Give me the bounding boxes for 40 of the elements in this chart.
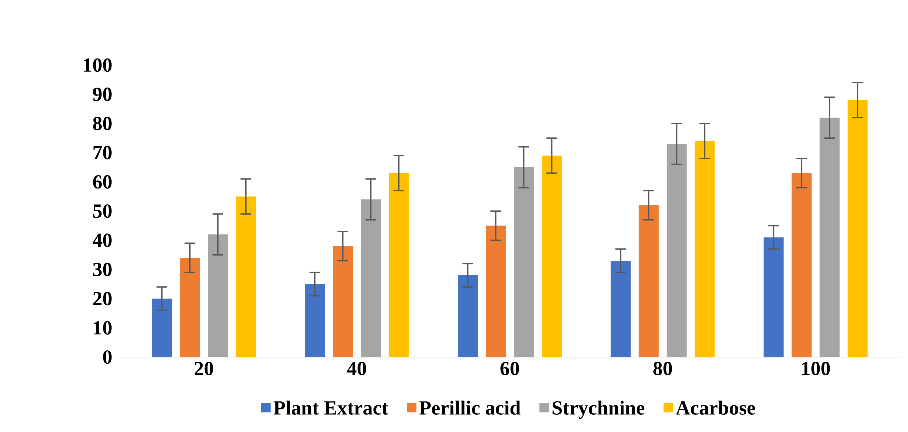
bar (180, 258, 200, 358)
bar (610, 260, 631, 358)
legend-label: Strychnine (552, 400, 645, 420)
legend-label: Plant Extract (274, 400, 388, 415)
bar (389, 173, 410, 358)
x-tick-label: 20 (194, 362, 214, 376)
bar (486, 226, 506, 358)
bar (694, 141, 715, 358)
y-tick-label: 20 (93, 292, 112, 306)
y-tick-label: 90 (93, 88, 112, 102)
bar (152, 298, 172, 358)
y-tick-label: 30 (93, 262, 112, 276)
legend-label: Perillic acid (420, 400, 521, 415)
bar (514, 168, 534, 358)
legend-label: Acarbose (676, 400, 756, 415)
bar (236, 196, 256, 358)
y-tick-label: 80 (93, 116, 112, 130)
x-tick-label: 40 (347, 362, 366, 376)
bar (666, 144, 687, 358)
bar (305, 284, 326, 358)
bar (792, 173, 812, 358)
x-tick-label: 80 (654, 362, 672, 376)
y-tick-label: 40 (92, 234, 112, 248)
bar (848, 100, 868, 358)
y-tick-label: 10 (94, 321, 112, 335)
x-tick-label: 60 (500, 362, 520, 376)
y-tick-label: 100 (84, 58, 112, 72)
y-tick-label: 50 (93, 204, 112, 218)
bar (542, 156, 562, 358)
bar (820, 118, 840, 358)
bar (638, 205, 659, 358)
y-tick-label: 0 (103, 350, 112, 364)
bar (333, 246, 354, 358)
y-tick-label: 60 (93, 175, 112, 189)
x-tick-label: 100 (802, 362, 830, 376)
bar (764, 238, 784, 358)
y-tick-label: 70 (94, 146, 112, 160)
bar (361, 200, 382, 358)
bar (458, 276, 478, 358)
bar (208, 234, 228, 358)
